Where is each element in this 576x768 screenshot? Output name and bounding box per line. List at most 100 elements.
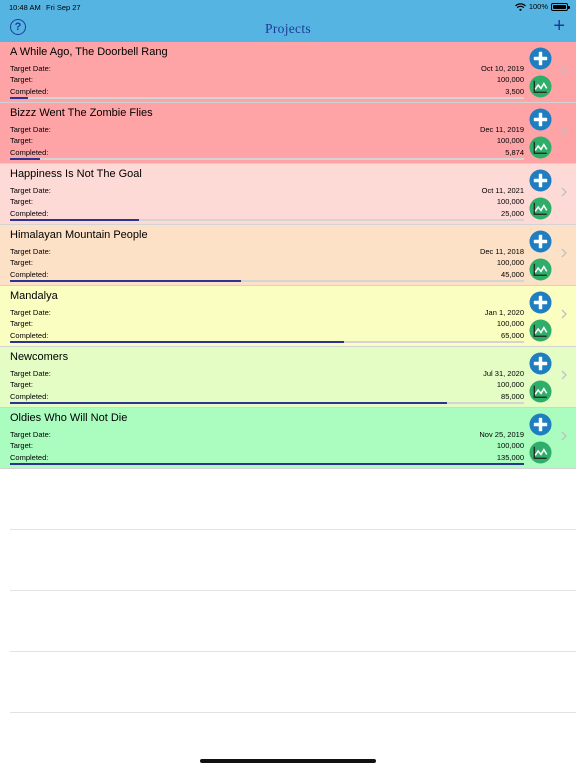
- progress-track: [10, 463, 524, 465]
- chart-button[interactable]: [529, 136, 552, 159]
- completed-label: Completed:: [10, 392, 49, 401]
- target-date-value: Jan 1, 2020: [484, 308, 524, 317]
- project-row[interactable]: Newcomers Target Date: Target: Completed…: [0, 347, 576, 408]
- help-question-icon[interactable]: ?: [10, 19, 26, 35]
- wifi-icon: [514, 2, 526, 11]
- target-value: 100,000: [496, 75, 524, 84]
- progress-fill: [10, 158, 41, 160]
- chart-button[interactable]: [529, 441, 552, 464]
- row-separator: [10, 712, 576, 713]
- status-date: Fri Sep 27: [46, 3, 81, 12]
- target-value: 100,000: [496, 197, 524, 206]
- chevron-right-icon: [561, 370, 567, 380]
- progress-track: [10, 219, 524, 221]
- completed-value: 25,000: [501, 209, 524, 218]
- target-date-label: Target Date:: [10, 125, 51, 134]
- add-progress-button[interactable]: [529, 169, 552, 192]
- home-indicator: [200, 759, 376, 763]
- target-date-label: Target Date:: [10, 247, 51, 256]
- progress-fill: [10, 280, 242, 282]
- target-label: Target:: [10, 75, 33, 84]
- progress-fill: [10, 219, 139, 221]
- completed-value: 85,000: [501, 392, 524, 401]
- row-separator: [10, 651, 576, 652]
- target-value: 100,000: [496, 258, 524, 267]
- add-progress-button[interactable]: [529, 413, 552, 436]
- completed-label: Completed:: [10, 331, 49, 340]
- chevron-right-icon: [561, 65, 567, 75]
- progress-fill: [10, 463, 524, 465]
- chevron-right-icon: [561, 309, 567, 319]
- progress-fill: [10, 341, 345, 343]
- project-row[interactable]: Mandalya Target Date: Target: Completed:…: [0, 286, 576, 347]
- row-separator: [10, 590, 576, 591]
- target-value: 100,000: [496, 380, 524, 389]
- add-progress-button[interactable]: [529, 47, 552, 70]
- project-title: A While Ago, The Doorbell Rang: [10, 46, 168, 58]
- target-date-label: Target Date:: [10, 64, 51, 73]
- progress-track: [10, 158, 524, 160]
- chart-button[interactable]: [529, 380, 552, 403]
- add-project-button[interactable]: +: [553, 15, 565, 37]
- completed-value: 135,000: [496, 453, 524, 462]
- target-label: Target:: [10, 319, 33, 328]
- target-date-label: Target Date:: [10, 186, 51, 195]
- target-label: Target:: [10, 441, 33, 450]
- page-title: Projects: [265, 21, 311, 36]
- target-date-label: Target Date:: [10, 430, 51, 439]
- completed-value: 3,500: [505, 87, 524, 96]
- progress-track: [10, 402, 524, 404]
- target-date-value: Dec 11, 2019: [479, 125, 524, 134]
- chevron-right-icon: [561, 187, 567, 197]
- status-indicators: 100%: [514, 2, 570, 11]
- chart-button[interactable]: [529, 319, 552, 342]
- progress-fill: [10, 97, 28, 99]
- chart-button[interactable]: [529, 258, 552, 281]
- completed-label: Completed:: [10, 87, 49, 96]
- project-title: Himalayan Mountain People: [10, 229, 148, 241]
- progress-fill: [10, 402, 447, 404]
- chevron-right-icon: [561, 248, 567, 258]
- battery-icon: [551, 2, 570, 11]
- target-label: Target:: [10, 258, 33, 267]
- target-date-value: Nov 25, 2019: [479, 430, 524, 439]
- chart-button[interactable]: [529, 75, 552, 98]
- completed-label: Completed:: [10, 270, 49, 279]
- chevron-right-icon: [561, 126, 567, 136]
- completed-label: Completed:: [10, 148, 49, 157]
- target-label: Target:: [10, 197, 33, 206]
- battery-percent: 100%: [528, 2, 548, 11]
- status-time: 10:48 AM: [9, 3, 41, 12]
- project-row[interactable]: Happiness Is Not The Goal Target Date: T…: [0, 164, 576, 225]
- target-date-value: Oct 11, 2021: [481, 186, 524, 195]
- completed-value: 5,874: [505, 148, 524, 157]
- project-row[interactable]: Bizzz Went The Zombie Flies Target Date:…: [0, 103, 576, 164]
- completed-label: Completed:: [10, 453, 49, 462]
- add-progress-button[interactable]: [529, 108, 552, 131]
- target-date-label: Target Date:: [10, 369, 51, 378]
- target-value: 100,000: [496, 136, 524, 145]
- target-value: 100,000: [496, 441, 524, 450]
- row-separator: [10, 529, 576, 530]
- chevron-right-icon: [561, 431, 567, 441]
- navigation-bar: 10:48 AM Fri Sep 27 100% ? Projects +: [0, 0, 576, 42]
- target-date-value: Dec 11, 2018: [479, 247, 524, 256]
- target-date-value: Oct 10, 2019: [481, 64, 524, 73]
- progress-track: [10, 280, 524, 282]
- project-title: Newcomers: [10, 351, 69, 363]
- add-progress-button[interactable]: [529, 291, 552, 314]
- project-title: Bizzz Went The Zombie Flies: [10, 107, 153, 119]
- project-title: Mandalya: [10, 290, 58, 302]
- add-progress-button[interactable]: [529, 230, 552, 253]
- completed-label: Completed:: [10, 209, 49, 218]
- target-label: Target:: [10, 136, 33, 145]
- project-row[interactable]: Himalayan Mountain People Target Date: T…: [0, 225, 576, 286]
- add-progress-button[interactable]: [529, 352, 552, 375]
- progress-track: [10, 97, 524, 99]
- project-row[interactable]: A While Ago, The Doorbell Rang Target Da…: [0, 42, 576, 103]
- project-row[interactable]: Oldies Who Will Not Die Target Date: Tar…: [0, 408, 576, 469]
- target-date-label: Target Date:: [10, 308, 51, 317]
- project-title: Oldies Who Will Not Die: [10, 412, 128, 424]
- chart-button[interactable]: [529, 197, 552, 220]
- completed-value: 45,000: [501, 270, 524, 279]
